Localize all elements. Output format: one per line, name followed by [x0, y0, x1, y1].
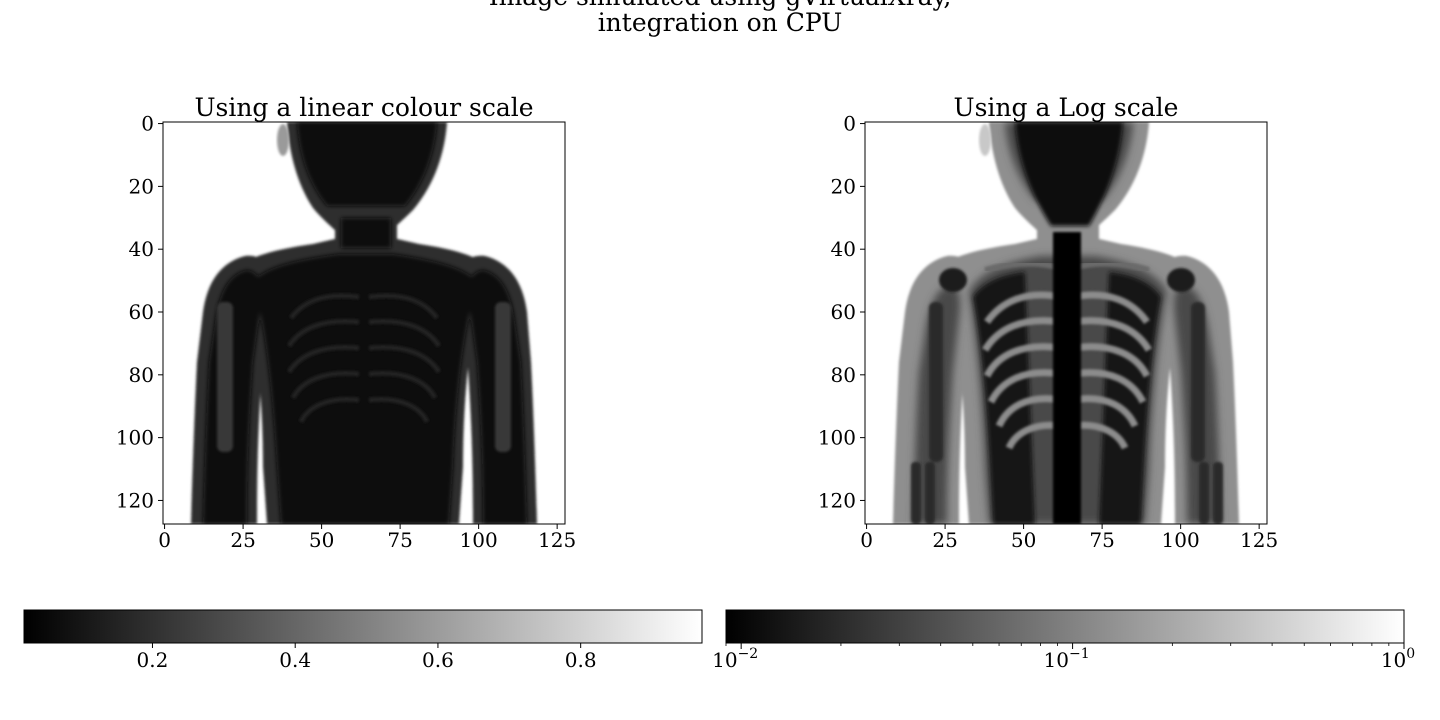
x-tick-label: 125 — [1240, 528, 1278, 552]
y-tick-label: 40 — [831, 237, 856, 261]
log-colorbar-ticks: 10−2 10−1 100 — [712, 643, 1415, 672]
linear-axes: 0 25 50 75 100 125 0 20 40 60 80 100 120 — [116, 112, 576, 552]
colorbar-tick-label: 10−1 — [1044, 646, 1090, 672]
y-tick-label: 60 — [129, 300, 154, 324]
figure-title-line-1: Image simulated using gVirtualXray, — [0, 0, 1440, 12]
colorbar-tick-label: 0.4 — [279, 648, 311, 672]
colorbar-tick-label: 0.2 — [137, 648, 169, 672]
x-tick-label: 25 — [932, 528, 957, 552]
colorbar-tick-label: 100 — [1381, 646, 1415, 672]
linear-colorbar-ticks: 0.2 0.4 0.6 0.8 — [137, 643, 597, 672]
x-tick-label: 25 — [230, 528, 255, 552]
y-tick-label: 120 — [116, 488, 154, 512]
x-tick-label: 75 — [1089, 528, 1114, 552]
linear-colorbar: 0.2 0.4 0.6 0.8 — [23, 609, 703, 672]
x-tick-label: 0 — [860, 528, 873, 552]
log-colorbar: 10−2 10−1 100 — [712, 609, 1415, 672]
log-colorbar-gradient — [725, 609, 1405, 644]
linear-colorbar-gradient — [23, 609, 703, 644]
y-tick-label: 80 — [129, 363, 154, 387]
y-tick-label: 60 — [831, 300, 856, 324]
colorbar-tick-label: 0.6 — [422, 648, 454, 672]
x-tick-label: 125 — [538, 528, 576, 552]
x-tick-label: 100 — [460, 528, 498, 552]
y-tick-label: 40 — [129, 237, 154, 261]
y-tick-label: 100 — [116, 426, 154, 450]
x-tick-label: 0 — [158, 528, 171, 552]
log-axes: 0 25 50 75 100 125 0 20 40 60 80 100 120 — [818, 112, 1278, 552]
y-tick-label: 80 — [831, 363, 856, 387]
x-tick-label: 50 — [309, 528, 334, 552]
x-tick-label: 75 — [387, 528, 412, 552]
log-axes-frame — [864, 121, 1268, 525]
x-tick-label: 100 — [1162, 528, 1200, 552]
log-panel-title: Using a Log scale — [954, 93, 1179, 122]
linear-panel-title: Using a linear colour scale — [194, 93, 533, 122]
y-tick-label: 0 — [141, 112, 154, 136]
figure-title-line-2: integration on CPU — [597, 8, 843, 37]
y-tick-label: 20 — [831, 174, 856, 198]
log-xray-panel: 0 25 50 75 100 125 0 20 40 60 80 100 120 Using a Log… — [818, 93, 1278, 552]
linear-xray-panel: 0 25 50 75 100 125 0 20 40 60 80 100 120 Using a lin… — [116, 93, 576, 552]
y-tick-label: 120 — [818, 488, 856, 512]
y-tick-label: 20 — [129, 174, 154, 198]
x-tick-label: 50 — [1011, 528, 1036, 552]
y-tick-label: 100 — [818, 426, 856, 450]
colorbar-tick-label: 0.8 — [565, 648, 597, 672]
linear-axes-frame — [162, 121, 566, 525]
y-tick-label: 0 — [843, 112, 856, 136]
colorbar-tick-label: 10−2 — [712, 646, 758, 672]
